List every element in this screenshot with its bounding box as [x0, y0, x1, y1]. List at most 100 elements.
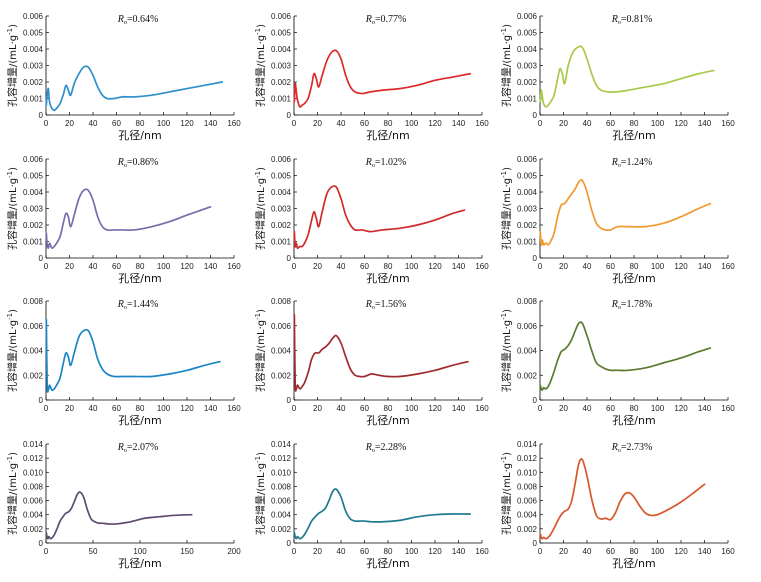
series-line [45, 65, 224, 111]
y-tick-label: 0.002 [23, 221, 44, 230]
x-tick-label: 100 [405, 404, 419, 413]
x-tick-label: 60 [606, 404, 615, 413]
y-tick-label: 0.008 [517, 297, 538, 306]
x-tick-label: 40 [583, 404, 592, 413]
subplot-title: Ro=2.73% [611, 442, 653, 454]
y-tick-label: 0.001 [23, 238, 44, 247]
y-tick-label: 0.006 [23, 12, 44, 21]
x-tick-label: 40 [89, 262, 98, 271]
subplot-5: 0 0.001 0.002 0.003 0.004 0.005 0.006 0 20 40 60 80… [254, 155, 489, 285]
y-axis-label-close: ) [502, 309, 513, 313]
y-axis-label-superscript: -1 [254, 313, 262, 320]
y-tick-label: 0.005 [517, 172, 538, 181]
y-tick-label: 0.001 [271, 238, 292, 247]
y-tick-label: 0.002 [517, 221, 538, 230]
y-axis-label: 孔容增量/(mL·g-1) [6, 452, 19, 535]
x-tick-label: 160 [475, 404, 489, 413]
x-tick-label: 120 [674, 547, 688, 556]
x-tick-label: 60 [112, 262, 121, 271]
y-tick-label: 0.001 [23, 95, 44, 104]
x-tick-label: 120 [428, 262, 442, 271]
y-tick-label: 0 [287, 254, 292, 263]
x-tick-label: 40 [583, 119, 592, 128]
x-tick-label: 80 [384, 404, 393, 413]
y-tick-label: 0.002 [23, 78, 44, 87]
title-subscript: o [372, 448, 375, 454]
y-tick-label: 0.006 [517, 322, 538, 331]
x-tick-label: 80 [384, 262, 393, 271]
y-axis-label-close: ) [256, 24, 267, 28]
y-axis-label-superscript: -1 [500, 171, 508, 178]
subplot-title: Ro=1.78% [611, 299, 653, 311]
x-tick-label: 80 [630, 119, 639, 128]
x-tick-label: 0 [44, 547, 49, 556]
y-tick-label: 0.004 [517, 511, 538, 520]
y-tick-label: 0.003 [517, 62, 538, 71]
title-subscript: o [124, 305, 127, 311]
y-tick-label: 0.005 [271, 29, 292, 38]
y-tick-label: 0.004 [271, 347, 292, 356]
y-tick-label: 0 [533, 396, 538, 405]
y-axis-label-superscript: -1 [6, 171, 14, 178]
y-axis-label-close: ) [8, 167, 19, 171]
x-tick-label: 20 [65, 119, 74, 128]
subplot-title: Ro=1.02% [365, 157, 407, 169]
subplot-title: Ro=0.77% [365, 14, 407, 26]
y-tick-label: 0.008 [517, 482, 538, 491]
y-tick-label: 0.002 [23, 371, 44, 380]
y-tick-label: 0.004 [23, 347, 44, 356]
x-tick-label: 60 [606, 119, 615, 128]
y-axis-label: 孔容增量/(mL·g-1) [254, 24, 267, 107]
x-tick-label: 120 [428, 404, 442, 413]
title-symbol: R [611, 157, 618, 168]
x-tick-label: 0 [44, 262, 49, 271]
x-axis-label: 孔径/nm [366, 129, 409, 142]
title-symbol: R [117, 299, 124, 310]
y-tick-label: 0.012 [23, 454, 44, 463]
y-axis-label: 孔容增量/(mL·g-1) [500, 309, 513, 392]
x-tick-label: 100 [157, 404, 171, 413]
y-tick-label: 0 [39, 111, 44, 120]
y-tick-label: 0 [39, 539, 44, 548]
x-tick-label: 60 [112, 119, 121, 128]
series-line [45, 491, 193, 540]
y-axis-label-close: ) [256, 309, 267, 313]
y-tick-label: 0.010 [517, 468, 538, 477]
x-tick-label: 100 [651, 262, 665, 271]
y-axis-label: 孔容增量/(mL·g-1) [500, 167, 513, 250]
y-axis-label-superscript: -1 [500, 456, 508, 463]
x-tick-label: 100 [405, 119, 419, 128]
x-tick-label: 80 [630, 262, 639, 271]
x-tick-label: 0 [292, 547, 297, 556]
y-tick-label: 0.012 [517, 454, 538, 463]
subplot-11: 0 0.002 0.004 0.006 0.008 0.010 0.012 0.014 0 20 4… [254, 440, 489, 570]
y-axis-label-superscript: -1 [500, 28, 508, 35]
x-tick-label: 150 [180, 547, 194, 556]
x-tick-label: 40 [89, 404, 98, 413]
series-line [293, 185, 466, 250]
title-symbol: R [365, 299, 372, 310]
y-tick-label: 0.002 [271, 221, 292, 230]
x-tick-label: 0 [538, 404, 543, 413]
x-axis-label: 孔径/nm [612, 272, 655, 285]
x-tick-label: 20 [559, 119, 568, 128]
title-subscript: o [618, 305, 621, 311]
x-axis-label: 孔径/nm [366, 414, 409, 427]
y-axis-label-superscript: -1 [500, 313, 508, 320]
x-tick-label: 100 [651, 404, 665, 413]
subplot-title: Ro=1.56% [365, 299, 407, 311]
y-axis-label: 孔容增量/(mL·g-1) [6, 309, 19, 392]
title-symbol: R [117, 14, 124, 25]
y-tick-label: 0 [287, 539, 292, 548]
y-axis-label: 孔容增量/(mL·g-1) [254, 167, 267, 250]
series-line [293, 488, 472, 540]
x-tick-label: 140 [698, 404, 712, 413]
x-tick-label: 40 [337, 119, 346, 128]
y-axis-label-superscript: -1 [6, 28, 14, 35]
x-axis-label: 孔径/nm [612, 129, 655, 142]
x-axis-label: 孔径/nm [612, 414, 655, 427]
y-axis-label-close: ) [256, 167, 267, 171]
y-tick-label: 0.002 [271, 78, 292, 87]
series-line [539, 178, 712, 246]
x-tick-label: 0 [44, 119, 49, 128]
